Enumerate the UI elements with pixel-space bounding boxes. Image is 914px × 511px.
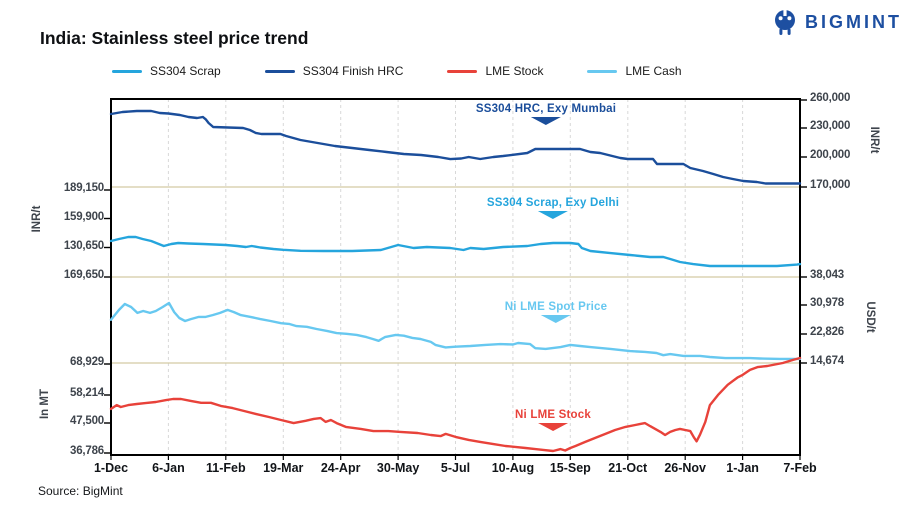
legend: SS304 Scrap SS304 Finish HRC LME Stock LME … [112, 64, 682, 78]
left-axis-tick-label: 189,150 [63, 182, 104, 194]
x-axis-tick-label: 19-Mar [263, 461, 304, 475]
left-axis-tick-label: 130,650 [63, 239, 104, 252]
left-axis-tick-label: 159,900 [63, 210, 104, 223]
right-axis-unit-inr: INR/t [868, 126, 880, 154]
right-axis-tick-label: 230,000 [810, 120, 851, 132]
left-axis-unit-mt: In MT [39, 388, 51, 420]
left-axis-tick-label: 36,786 [70, 445, 104, 457]
x-axis-tick-label: 10-Aug [491, 461, 535, 475]
chart-canvas [104, 98, 807, 460]
x-axis-tick-label: 1-Jan [726, 461, 759, 475]
series-line-ss304-finish-hrc [109, 109, 802, 185]
plot-border [110, 98, 801, 456]
legend-item-ss304-scrap: SS304 Scrap [112, 64, 221, 78]
right-axis-tick-label: 170,000 [810, 179, 851, 191]
x-axis-tick-label: 7-Feb [783, 461, 817, 475]
x-axis-tick-label: 24-Apr [320, 461, 361, 475]
x-axis-tick-label: 21-Oct [608, 461, 648, 475]
bigmint-logo: BIGMINT [772, 8, 902, 36]
left-axis-tick-label: 68,929 [70, 356, 104, 368]
legend-label: SS304 Scrap [150, 64, 221, 78]
x-axis-tick-label: 11-Feb [206, 461, 246, 475]
source-note: Source: BigMint [38, 484, 123, 498]
left-axis-tick-label: 47,500 [70, 415, 104, 427]
legend-label: LME Cash [625, 64, 682, 78]
legend-item-lme-cash: LME Cash [587, 64, 682, 78]
series-line-ss304-scrap [109, 235, 802, 268]
right-axis-unit-usd: USD/t [864, 301, 876, 333]
legend-line-swatch [112, 69, 142, 73]
left-axis-tick-label: 169,650 [63, 269, 104, 281]
right-axis-tick-label: 22,826 [810, 326, 844, 338]
legend-label: SS304 Finish HRC [302, 64, 404, 78]
legend-line-swatch [447, 69, 478, 73]
x-axis-tick-label: 30-May [376, 461, 420, 475]
x-axis-tick-label: 26-Nov [664, 461, 706, 475]
x-axis-tick-label: 15-Sep [549, 461, 591, 475]
chart-title: India: Stainless steel price trend [40, 28, 309, 48]
right-axis-tick-label: 260,000 [810, 92, 851, 104]
right-axis-tick-label: 200,000 [810, 149, 851, 161]
left-axis-unit-inr: INR/t [31, 205, 43, 233]
legend-item-ss304-finish-hrc: SS304 Finish HRC [264, 64, 404, 78]
legend-line-swatch [264, 69, 295, 73]
series-line-lme-stock [109, 356, 802, 453]
legend-item-lme-stock: LME Stock [447, 64, 543, 78]
bigmint-logo-text: BIGMINT [805, 11, 902, 32]
x-axis-tick-label: 1-Dec [93, 461, 129, 475]
right-axis-tick-label: 38,043 [810, 269, 844, 281]
right-axis-tick-label: 14,674 [810, 355, 844, 367]
left-axis-tick-label: 58,214 [70, 387, 104, 399]
legend-label: LME Stock [485, 64, 544, 78]
bigmint-logo-icon [775, 9, 795, 35]
series-line-lme-cash [109, 301, 802, 361]
x-axis-tick-label: 5-Jul [440, 461, 471, 475]
legend-line-swatch [587, 69, 618, 73]
right-axis-tick-label: 30,978 [810, 297, 844, 309]
x-axis-tick-label: 6-Jan [152, 461, 185, 475]
plot-area: SS304 HRC, Exy Mumbai SS304 Scrap, Exy De… [104, 98, 807, 460]
